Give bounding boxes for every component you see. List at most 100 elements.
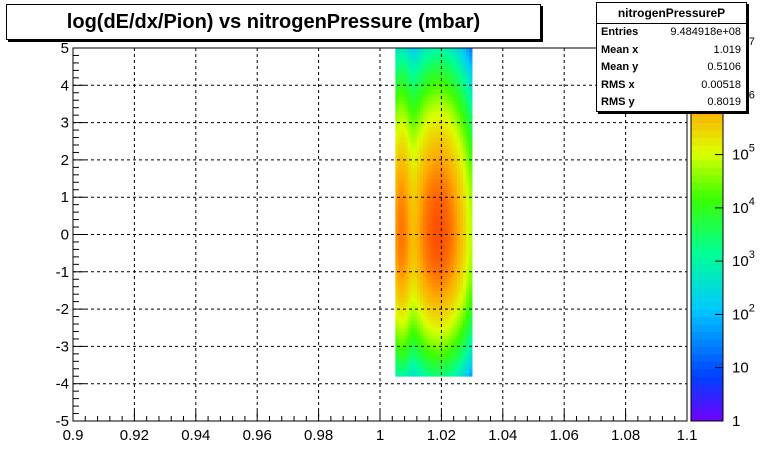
heatmap-cell bbox=[469, 126, 473, 131]
heatmap-cell bbox=[419, 335, 424, 340]
heatmap-cell bbox=[432, 148, 436, 153]
heatmap-cell bbox=[444, 256, 448, 262]
heatmap-cell bbox=[410, 148, 415, 153]
heatmap-cell bbox=[426, 294, 430, 299]
heatmap-cell bbox=[438, 182, 442, 187]
heatmap-cell bbox=[459, 163, 464, 168]
heatmap-cell bbox=[432, 171, 436, 176]
colorbar-band bbox=[691, 331, 723, 340]
heatmap-cell bbox=[416, 230, 421, 235]
heatmap-cell bbox=[462, 212, 467, 217]
heatmap-cell bbox=[444, 51, 448, 56]
heatmap-cell bbox=[456, 208, 461, 213]
heatmap-cell bbox=[407, 77, 412, 82]
heatmap-cell bbox=[432, 66, 436, 71]
heatmap-cell bbox=[453, 141, 458, 146]
heatmap-cell bbox=[441, 368, 445, 373]
heatmap-cell bbox=[401, 286, 405, 291]
heatmap-cell bbox=[419, 148, 424, 153]
heatmap-cell bbox=[407, 100, 412, 105]
heatmap-cell bbox=[429, 208, 433, 213]
heatmap-cell bbox=[413, 81, 418, 86]
heatmap-cell bbox=[450, 59, 455, 64]
heatmap-cell bbox=[404, 141, 409, 146]
heatmap-cell bbox=[441, 279, 445, 284]
heatmap-cell bbox=[441, 92, 445, 97]
heatmap-cell bbox=[416, 96, 421, 101]
heatmap-cell bbox=[441, 361, 445, 366]
heatmap-cell bbox=[413, 130, 418, 135]
heatmap-cell bbox=[450, 353, 455, 358]
heatmap-cell bbox=[429, 327, 433, 332]
heatmap-cell bbox=[459, 365, 464, 370]
heatmap-cell bbox=[419, 331, 424, 336]
heatmap-cell bbox=[438, 103, 442, 109]
heatmap-cell bbox=[416, 85, 421, 90]
heatmap-cell bbox=[413, 141, 418, 146]
heatmap-cell bbox=[413, 290, 418, 295]
heatmap-cell bbox=[453, 324, 458, 329]
heatmap-cell bbox=[444, 115, 448, 120]
heatmap-cell bbox=[416, 81, 421, 86]
heatmap-cell bbox=[459, 238, 464, 243]
heatmap-cell bbox=[410, 74, 415, 79]
heatmap-cell bbox=[413, 204, 418, 209]
heatmap-cell bbox=[401, 100, 405, 105]
heatmap-cell bbox=[432, 141, 436, 146]
heatmap-cell bbox=[465, 316, 470, 321]
heatmap-cell bbox=[462, 268, 467, 273]
colorbar-band bbox=[691, 406, 723, 415]
heatmap-cell bbox=[441, 133, 445, 138]
heatmap-cell bbox=[459, 81, 464, 86]
heatmap-cell bbox=[444, 309, 448, 314]
heatmap-cell bbox=[422, 130, 427, 135]
heatmap-cell bbox=[447, 118, 452, 123]
heatmap-cell bbox=[395, 137, 399, 142]
colorbar-band bbox=[691, 301, 723, 310]
heatmap-cell bbox=[426, 89, 430, 94]
heatmap-cell bbox=[441, 357, 445, 362]
heatmap-cell bbox=[407, 275, 412, 280]
heatmap-cell bbox=[435, 279, 439, 284]
heatmap-cell bbox=[456, 260, 461, 265]
heatmap-cell bbox=[465, 338, 470, 344]
heatmap-cell bbox=[398, 320, 402, 325]
heatmap-cell bbox=[413, 103, 418, 109]
heatmap-cell bbox=[429, 178, 433, 183]
heatmap-cell bbox=[456, 144, 461, 150]
heatmap-cell bbox=[435, 342, 439, 347]
heatmap-cell bbox=[432, 152, 436, 157]
heatmap-cell bbox=[426, 260, 430, 265]
heatmap-cell bbox=[469, 85, 473, 90]
heatmap-cell bbox=[441, 77, 445, 82]
heatmap-cell bbox=[444, 212, 448, 217]
heatmap-cell bbox=[407, 264, 412, 269]
heatmap-cell bbox=[438, 122, 442, 127]
heatmap-cell bbox=[422, 208, 427, 213]
heatmap-cell bbox=[453, 48, 458, 53]
heatmap-cell bbox=[416, 178, 421, 183]
heatmap-cell bbox=[407, 178, 412, 183]
heatmap-cell bbox=[469, 357, 473, 362]
heatmap-cell bbox=[416, 62, 421, 68]
heatmap-cell bbox=[432, 256, 436, 262]
heatmap-cell bbox=[438, 159, 442, 165]
heatmap-cell bbox=[453, 301, 458, 306]
heatmap-cell bbox=[441, 294, 445, 299]
heatmap-cell bbox=[450, 219, 455, 224]
heatmap-cell bbox=[453, 66, 458, 71]
heatmap-cell bbox=[404, 130, 409, 135]
heatmap-cell bbox=[447, 219, 452, 224]
heatmap-cell bbox=[453, 219, 458, 224]
heatmap-cell bbox=[456, 327, 461, 332]
heatmap-cell bbox=[422, 335, 427, 340]
heatmap-cell bbox=[422, 178, 427, 183]
heatmap-cell bbox=[401, 137, 405, 142]
heatmap-cell bbox=[438, 51, 442, 56]
heatmap-cell bbox=[462, 294, 467, 299]
heatmap-cell bbox=[401, 204, 405, 209]
heatmap-cell bbox=[426, 320, 430, 325]
heatmap-cell bbox=[450, 290, 455, 295]
heatmap-cell bbox=[453, 290, 458, 295]
heatmap-cell bbox=[456, 368, 461, 373]
